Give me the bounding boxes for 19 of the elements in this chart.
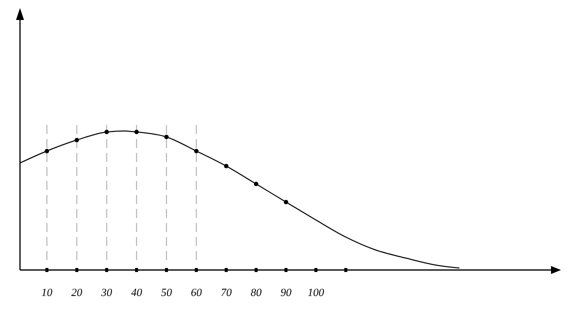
- x-tick-label: 60: [190, 287, 202, 299]
- x-tick-label: 100: [308, 287, 325, 299]
- point: [104, 130, 109, 134]
- x-tick-label: 90: [280, 287, 292, 299]
- x-tick-label: 20: [71, 287, 83, 299]
- x-tick-label: 40: [131, 287, 143, 299]
- point: [284, 200, 288, 204]
- x-tick-label: 10: [41, 287, 53, 299]
- point: [194, 148, 199, 154]
- point: [74, 138, 79, 142]
- x-tick-label: 30: [100, 287, 113, 299]
- point: [44, 148, 50, 154]
- point: [134, 130, 139, 134]
- point: [164, 134, 169, 140]
- point: [224, 164, 228, 168]
- x-tick-label: 80: [250, 287, 262, 299]
- point: [254, 182, 258, 186]
- x-tick-label: 50: [160, 287, 172, 299]
- x-tick-label: 70: [220, 287, 232, 299]
